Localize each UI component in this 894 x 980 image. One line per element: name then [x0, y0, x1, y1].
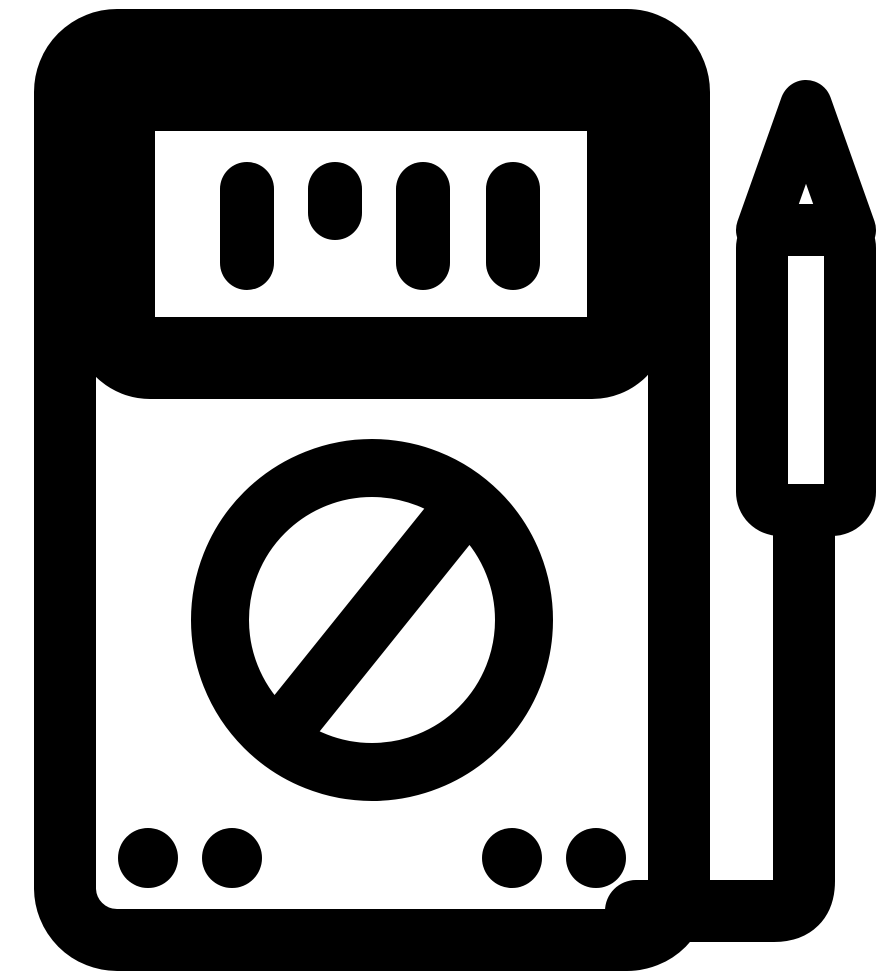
port-1	[118, 828, 178, 888]
multimeter-svg	[0, 0, 894, 980]
probe-body	[762, 230, 850, 510]
display-segment-3	[396, 162, 450, 290]
port-2	[202, 828, 262, 888]
display-segment-4	[486, 162, 540, 290]
port-4	[566, 828, 626, 888]
port-3	[482, 828, 542, 888]
display-segment-2	[308, 162, 362, 240]
probe-tip	[762, 106, 850, 230]
display-segment-1	[220, 162, 274, 290]
multimeter-icon	[0, 0, 894, 980]
display-panel	[114, 90, 628, 358]
dial-indicator	[282, 508, 462, 732]
